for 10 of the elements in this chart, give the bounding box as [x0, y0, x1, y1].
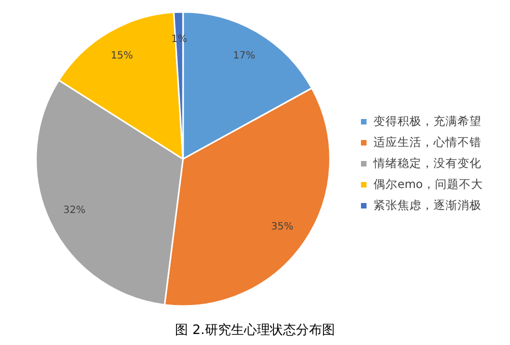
- text: 图 2.研究生心理状态分布图: [175, 322, 335, 338]
- data-label: 17%: [232, 50, 256, 62]
- legend-label: 偶尔emo，问题不大: [374, 176, 483, 191]
- legend-label: 紧张焦虑，逐渐消极: [374, 198, 482, 212]
- legend-label: 变得积极，充满希望: [374, 114, 482, 128]
- legend-label: 情绪稳定，没有变化: [372, 156, 482, 170]
- data-label: 32%: [63, 205, 86, 216]
- legend-label: 适应生活，心情不错: [374, 134, 482, 149]
- data-label: 35%: [271, 221, 294, 232]
- data-label: 15%: [110, 50, 134, 62]
